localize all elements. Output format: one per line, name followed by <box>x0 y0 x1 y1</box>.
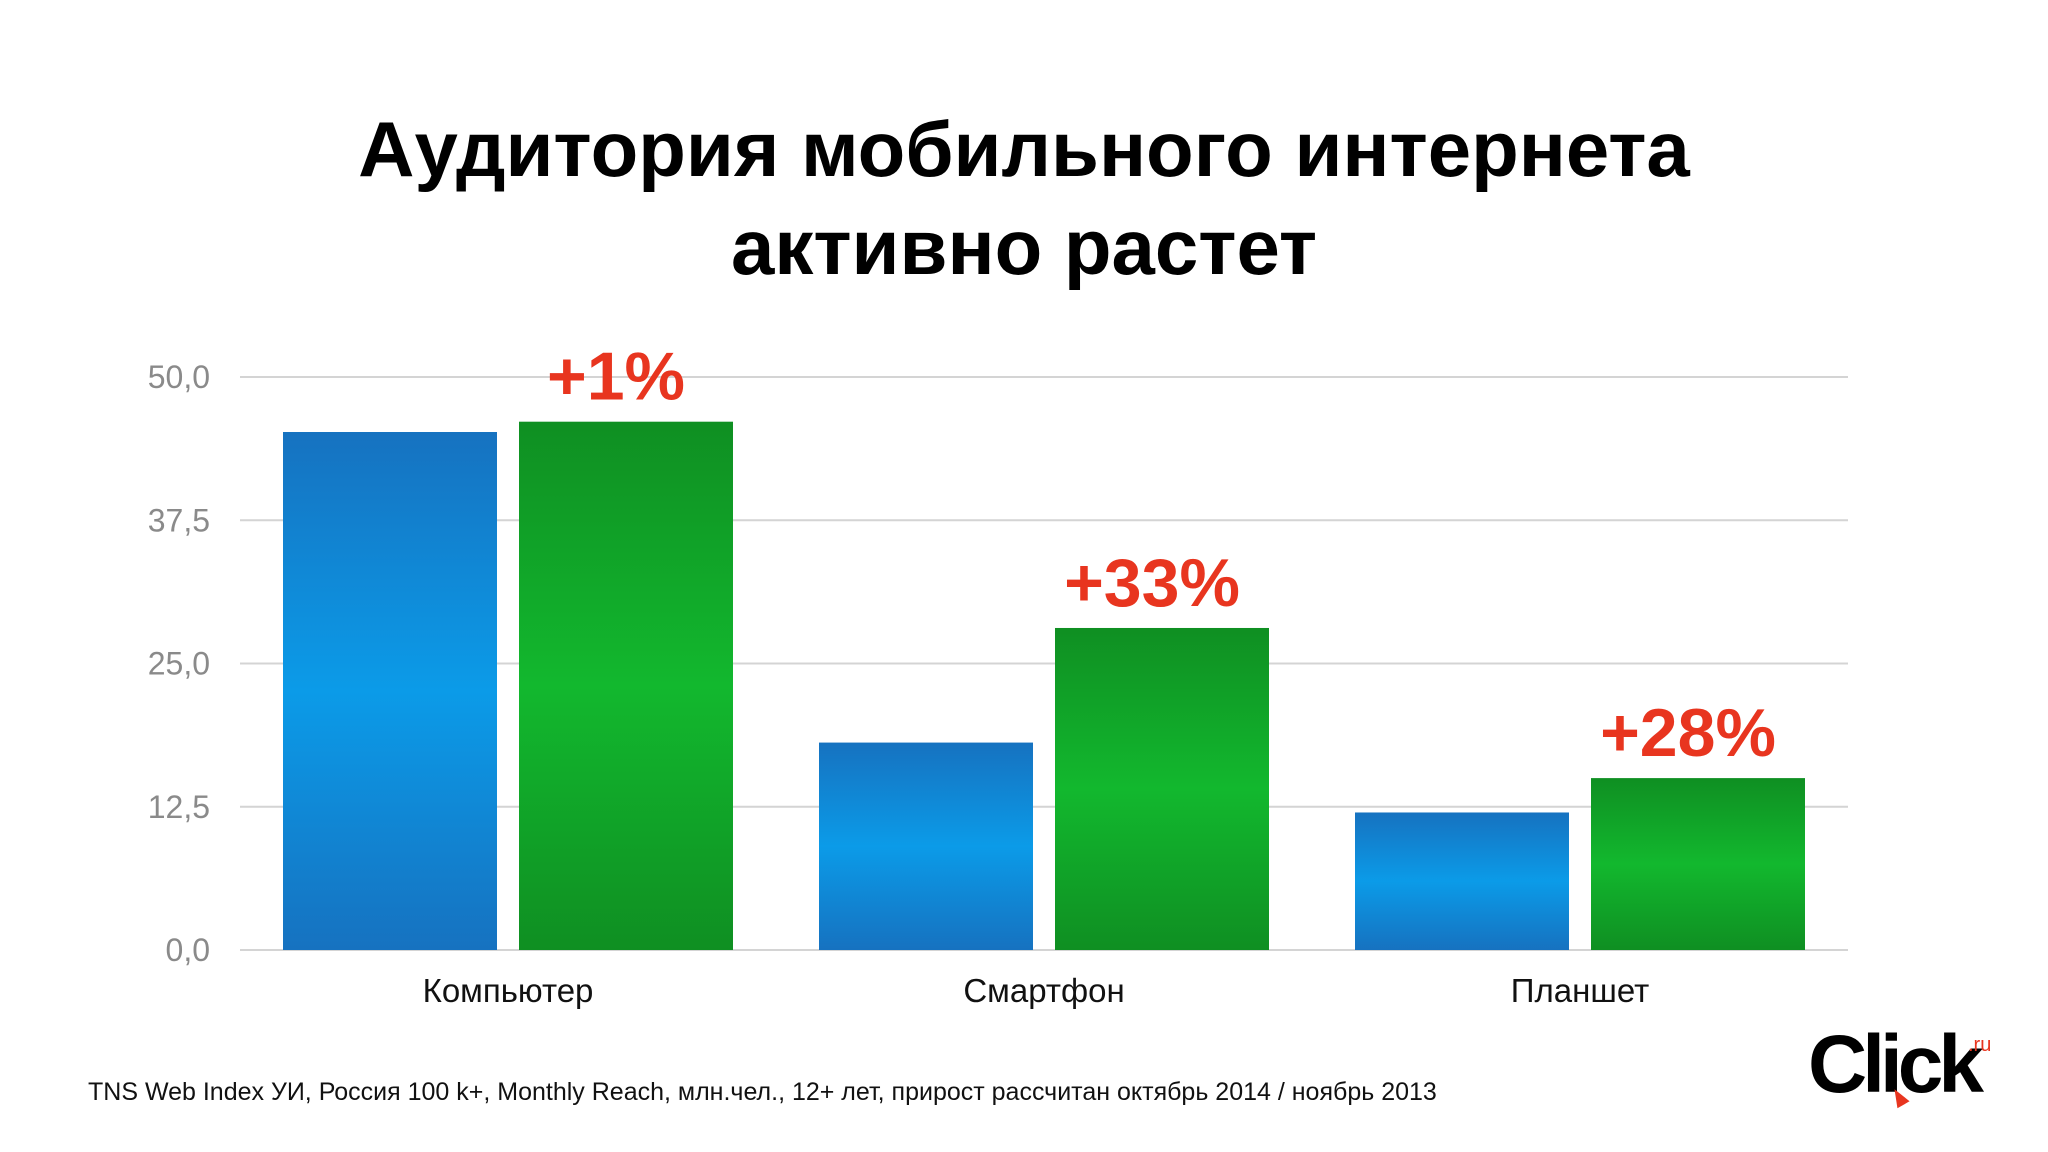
x-tick-label: Планшет <box>1511 972 1649 1009</box>
y-tick-label: 12,5 <box>148 789 210 825</box>
bar <box>1355 812 1569 950</box>
bar <box>1055 627 1269 950</box>
y-tick-label: 25,0 <box>148 646 210 682</box>
x-tick-label: Компьютер <box>423 972 594 1009</box>
growth-label: +28% <box>1600 695 1776 771</box>
y-tick-label: 0,0 <box>166 932 210 968</box>
grid-lines <box>240 376 1848 951</box>
y-tick-label: 37,5 <box>148 502 210 538</box>
source-note: TNS Web Index УИ, Россия 100 k+, Monthly… <box>88 1078 1437 1106</box>
growth-label: +33% <box>1064 545 1240 621</box>
chart-labels: 0,0 12,5 25,0 37,5 50,0 +1% +33% +28% Компьютер С… <box>148 339 1776 1009</box>
bar <box>1591 778 1805 950</box>
bars <box>283 421 1805 951</box>
bar <box>519 421 733 951</box>
y-tick-label: 50,0 <box>148 359 210 395</box>
title-line-1: Аудитория мобильного интернета <box>358 105 1690 193</box>
logo-tld: .ru <box>1968 1034 1992 1056</box>
title-line-2: активно растет <box>730 203 1318 291</box>
click-ru-logo: Click .ru <box>1808 1020 1998 1120</box>
growth-label: +1% <box>547 339 685 415</box>
x-tick-label: Смартфон <box>963 972 1124 1009</box>
bar <box>283 432 497 950</box>
logo-wordmark: Click <box>1808 1019 1984 1110</box>
slide-title: Аудитория мобильного интернета активно р… <box>0 100 2048 296</box>
bar-chart: 0,0 12,5 25,0 37,5 50,0 +1% +33% +28% Компьютер С… <box>148 339 1848 1009</box>
bar <box>819 742 1033 950</box>
